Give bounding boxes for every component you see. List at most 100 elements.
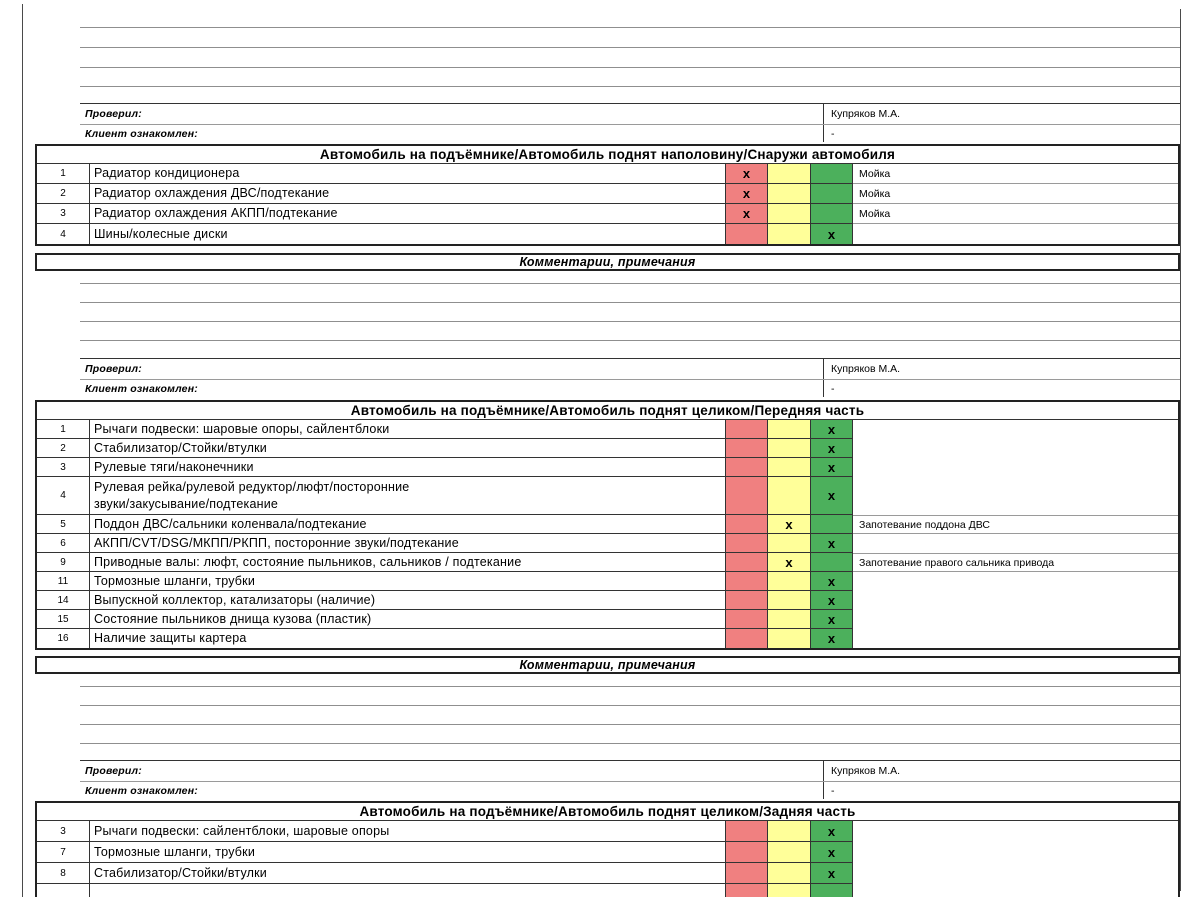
note-cell [853, 572, 1178, 591]
checklist-row: 6 АКПП/CVT/DSG/МКПП/РКПП, посторонние зв… [37, 534, 1178, 553]
status-cell-yellow [768, 204, 811, 224]
blank-line [80, 674, 1180, 687]
status-cell-red [726, 553, 768, 572]
client-acknowledged-row: Клиент ознакомлен: - [80, 380, 1180, 397]
inspector-row: Проверил: Купряков М.А. [80, 104, 1180, 125]
row-number: 1 [37, 420, 90, 439]
status-cell-green: x [811, 439, 853, 458]
signoff-block-1: Проверил: Купряков М.А. Клиент ознакомле… [80, 103, 1180, 142]
inspector-label: Проверил: [85, 765, 142, 777]
row-number: 1 [37, 164, 90, 184]
item-name: Рычаги подвески: шаровые опоры, сайлентб… [90, 420, 726, 439]
section-table-rear: Автомобиль на подъёмнике/Автомобиль подн… [35, 801, 1180, 897]
row-number: 5 [37, 515, 90, 534]
client-acknowledged-label: Клиент ознакомлен: [85, 127, 198, 140]
status-cell-red [726, 884, 768, 897]
blank-line [80, 322, 1180, 341]
note-cell [853, 458, 1178, 477]
status-cell-green: x [811, 591, 853, 610]
note-cell [853, 420, 1178, 439]
item-name: Приводные валы: люфт, состояние пыльнико… [90, 553, 726, 572]
status-cell-red: x [726, 204, 768, 224]
status-cell-green: x [811, 863, 853, 884]
note-cell [853, 534, 1178, 553]
inspector-name: Купряков М.А. [823, 359, 1180, 379]
status-cell-green: x [811, 224, 853, 244]
sheet-content: Проверил: Купряков М.А. Клиент ознакомле… [35, 0, 1180, 897]
status-cell-yellow [768, 863, 811, 884]
status-cell-green: x [811, 572, 853, 591]
status-cell-green: x [811, 477, 853, 515]
status-cell-red [726, 515, 768, 534]
blank-line [80, 68, 1180, 87]
checklist-row: 11 Тормозные шланги, трубки x [37, 572, 1178, 591]
note-cell: Запотевание поддона ДВС [853, 515, 1178, 534]
item-name: Радиатор охлаждения АКПП/подтекание [90, 204, 726, 224]
row-number: 6 [37, 534, 90, 553]
status-cell-red [726, 439, 768, 458]
client-acknowledged-label: Клиент ознакомлен: [85, 784, 198, 797]
row-number: 4 [37, 477, 90, 515]
status-cell-yellow: x [768, 553, 811, 572]
status-cell-yellow: x [768, 515, 811, 534]
checklist-row: 3 Радиатор охлаждения АКПП/подтекание x … [37, 204, 1178, 224]
status-cell-red [726, 224, 768, 244]
checklist-row: 4 Рулевая рейка/рулевой редуктор/люфт/по… [37, 477, 1178, 515]
status-cell-red [726, 629, 768, 648]
blank-line [80, 0, 1180, 28]
status-cell-green: x [811, 420, 853, 439]
inspector-name: Купряков М.А. [823, 761, 1180, 781]
status-cell-green [811, 884, 853, 897]
client-acknowledged-row: Клиент ознакомлен: - [80, 125, 1180, 142]
inspector-label: Проверил: [85, 108, 142, 120]
comments-header: Комментарии, примечания [35, 656, 1180, 674]
blank-line [80, 48, 1180, 68]
row-number [37, 884, 90, 897]
status-cell-yellow [768, 164, 811, 184]
checklist-row: 3 Рулевые тяги/наконечники x [37, 458, 1178, 477]
note-cell [853, 477, 1178, 515]
client-acknowledged-value: - [823, 782, 1180, 799]
blank-line [80, 271, 1180, 284]
item-name: АКПП/CVT/DSG/МКПП/РКПП, посторонние звук… [90, 534, 726, 553]
status-cell-green [811, 553, 853, 572]
status-cell-green [811, 184, 853, 204]
item-name: Состояние пыльников днища кузова (пласти… [90, 610, 726, 629]
note-cell [853, 591, 1178, 610]
section-title: Автомобиль на подъёмнике/Автомобиль подн… [37, 803, 1178, 821]
status-cell-red [726, 572, 768, 591]
checklist-row-partial [37, 884, 1178, 897]
row-number: 3 [37, 204, 90, 224]
checklist-row: 3 Рычаги подвески: сайлентблоки, шаровые… [37, 821, 1178, 842]
status-cell-yellow [768, 572, 811, 591]
spacer [35, 744, 1180, 760]
item-name: Рулевые тяги/наконечники [90, 458, 726, 477]
checklist-row: 1 Рычаги подвески: шаровые опоры, сайлен… [37, 420, 1178, 439]
status-cell-green: x [811, 821, 853, 842]
row-number: 14 [37, 591, 90, 610]
inspector-label: Проверил: [85, 363, 142, 375]
item-name: Рулевая рейка/рулевой редуктор/люфт/пост… [90, 477, 726, 515]
checklist-row: 14 Выпускной коллектор, катализаторы (на… [37, 591, 1178, 610]
status-cell-yellow [768, 477, 811, 515]
checklist-row: 9 Приводные валы: люфт, состояние пыльни… [37, 553, 1178, 572]
status-cell-red [726, 821, 768, 842]
status-cell-yellow [768, 458, 811, 477]
note-cell [853, 439, 1178, 458]
status-cell-green: x [811, 534, 853, 553]
status-cell-red [726, 477, 768, 515]
spacer [35, 341, 1180, 358]
blank-lines-mid-2 [35, 674, 1180, 760]
status-cell-yellow [768, 184, 811, 204]
item-name: Стабилизатор/Стойки/втулки [90, 863, 726, 884]
status-cell-yellow [768, 629, 811, 648]
item-name: Тормозные шланги, трубки [90, 572, 726, 591]
row-number: 11 [37, 572, 90, 591]
client-acknowledged-value: - [823, 380, 1180, 397]
row-number: 9 [37, 553, 90, 572]
status-cell-yellow [768, 842, 811, 863]
note-cell: Мойка [853, 184, 1178, 204]
status-cell-red: x [726, 184, 768, 204]
note-cell [853, 629, 1178, 648]
checklist-row: 2 Радиатор охлаждения ДВС/подтекание x М… [37, 184, 1178, 204]
